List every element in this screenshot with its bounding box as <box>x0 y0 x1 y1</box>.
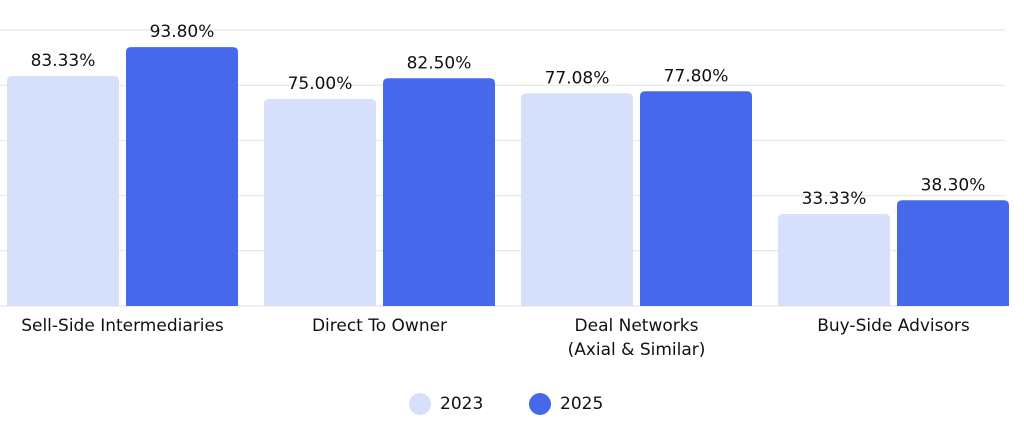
legend-swatch <box>529 393 551 415</box>
x-tick-label: Sell-Side Intermediaries <box>21 316 224 336</box>
value-label: 38.30% <box>921 175 986 195</box>
bar <box>521 93 633 306</box>
x-tick-label: Direct To Owner <box>311 316 448 336</box>
bar <box>126 47 238 306</box>
bar <box>778 214 890 306</box>
bar <box>640 91 752 306</box>
value-label: 77.08% <box>545 68 610 88</box>
bar <box>383 78 495 306</box>
value-label: 77.80% <box>664 66 729 86</box>
x-tick-label: Buy-Side Advisors <box>817 316 970 336</box>
legend-label: 2025 <box>560 394 603 414</box>
value-label: 82.50% <box>407 53 472 73</box>
bar <box>264 99 376 306</box>
legend-label: 2023 <box>440 394 483 414</box>
value-label: 93.80% <box>150 22 215 42</box>
value-label: 33.33% <box>802 189 867 209</box>
value-label: 83.33% <box>31 51 96 71</box>
bar <box>7 76 119 306</box>
legend-swatch <box>409 393 431 415</box>
x-tick-label: Deal Networks (Axial & Similar) <box>567 316 706 360</box>
bar <box>897 200 1009 306</box>
value-label: 75.00% <box>288 74 353 94</box>
